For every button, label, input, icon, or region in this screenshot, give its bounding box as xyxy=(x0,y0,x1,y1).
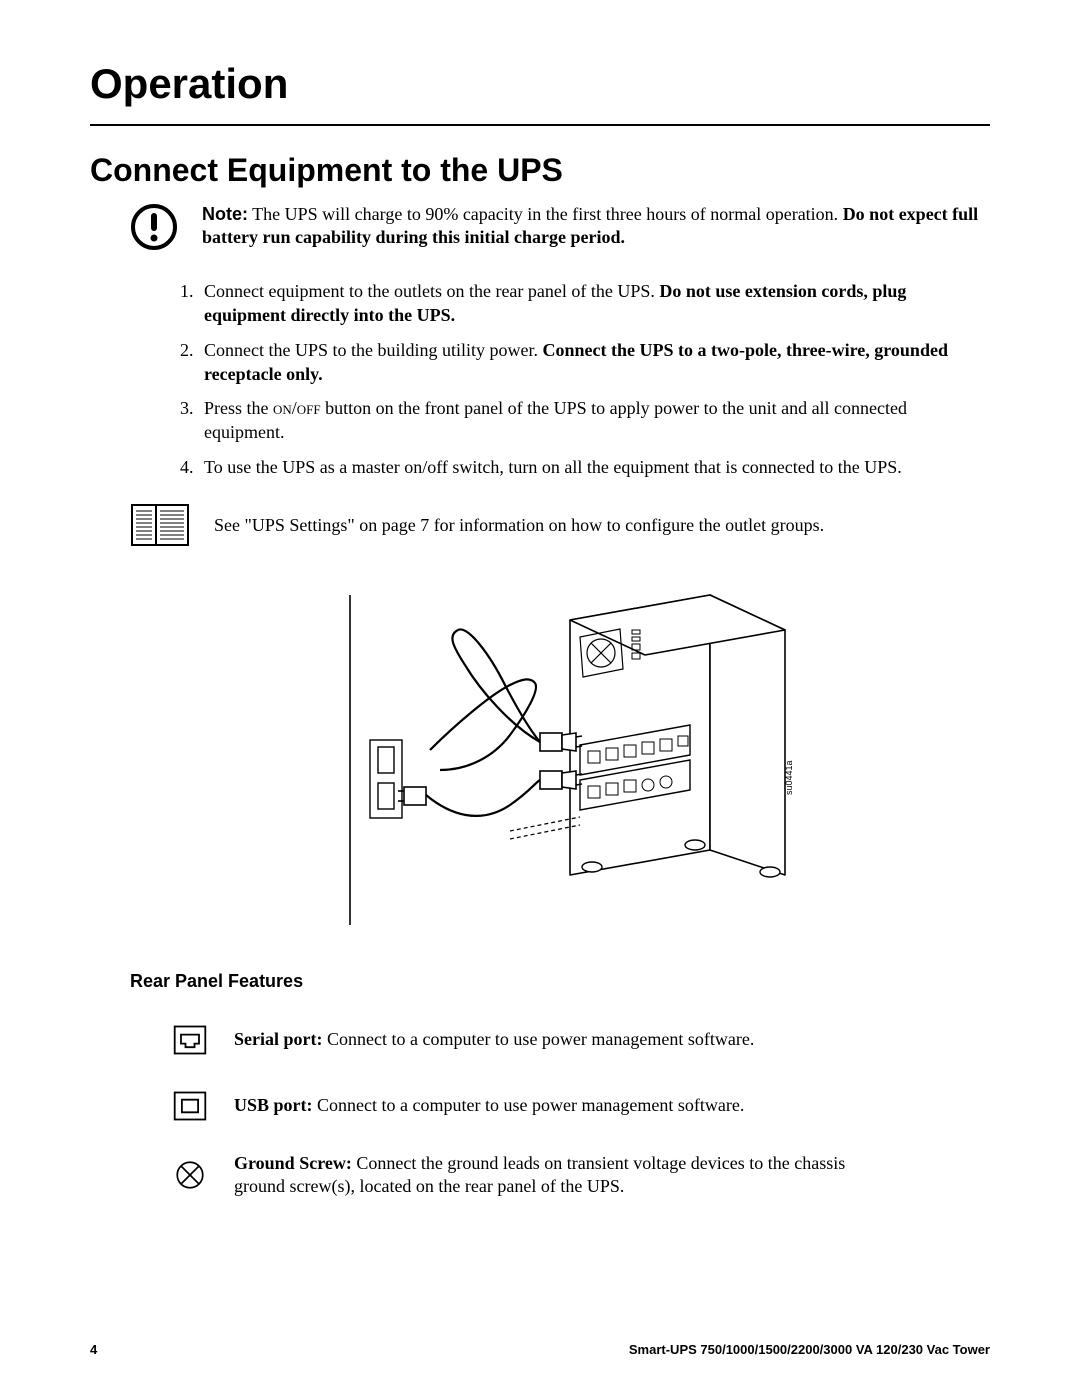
feature-usb-text: USB port: Connect to a computer to use p… xyxy=(234,1094,744,1117)
serial-port-icon xyxy=(170,1020,210,1060)
step-1a: Connect equipment to the outlets on the … xyxy=(204,281,659,301)
warning-icon xyxy=(130,203,178,251)
ground-label: Ground Screw: xyxy=(234,1153,352,1173)
feature-ground-text: Ground Screw: Connect the ground leads o… xyxy=(234,1152,900,1199)
feature-serial: Serial port: Connect to a computer to us… xyxy=(170,1020,900,1060)
page-number: 4 xyxy=(90,1342,97,1357)
doc-title: Smart-UPS 750/1000/1500/2200/3000 VA 120… xyxy=(629,1342,990,1357)
note-label: Note: xyxy=(202,204,248,224)
ups-diagram: su0441a xyxy=(90,575,990,935)
step-1: Connect equipment to the outlets on the … xyxy=(198,279,990,328)
diagram-label: su0441a xyxy=(784,761,794,796)
note-block: Note: The UPS will charge to 90% capacit… xyxy=(130,203,990,251)
usb-label: USB port: xyxy=(234,1095,313,1115)
section-title: Connect Equipment to the UPS xyxy=(90,152,990,189)
step-4: To use the UPS as a master on/off switch… xyxy=(198,455,990,479)
title-rule xyxy=(90,124,990,126)
serial-desc: Connect to a computer to use power manag… xyxy=(322,1029,754,1049)
usb-desc: Connect to a computer to use power manag… xyxy=(313,1095,745,1115)
feature-usb: USB port: Connect to a computer to use p… xyxy=(170,1086,900,1126)
step-3: Press the on/off button on the front pan… xyxy=(198,396,990,445)
rear-panel-heading: Rear Panel Features xyxy=(130,971,990,992)
see-text: See "UPS Settings" on page 7 for informa… xyxy=(214,515,824,536)
page-footer: 4 Smart-UPS 750/1000/1500/2200/3000 VA 1… xyxy=(90,1342,990,1357)
step-3a: Press the xyxy=(204,398,273,418)
usb-port-icon xyxy=(170,1086,210,1126)
feature-serial-text: Serial port: Connect to a computer to us… xyxy=(234,1028,754,1051)
serial-label: Serial port: xyxy=(234,1029,322,1049)
step-2: Connect the UPS to the building utility … xyxy=(198,338,990,387)
steps-list: Connect equipment to the outlets on the … xyxy=(198,279,990,479)
book-icon xyxy=(130,503,190,547)
see-reference: See "UPS Settings" on page 7 for informa… xyxy=(130,503,990,547)
ground-screw-icon xyxy=(170,1155,210,1195)
step-3b: on/off xyxy=(273,398,321,418)
note-pre: The UPS will charge to 90% capacity in t… xyxy=(248,204,843,224)
step-2a: Connect the UPS to the building utility … xyxy=(204,340,542,360)
note-text: Note: The UPS will charge to 90% capacit… xyxy=(202,203,990,250)
feature-ground: Ground Screw: Connect the ground leads o… xyxy=(170,1152,900,1199)
page-title: Operation xyxy=(90,60,990,108)
